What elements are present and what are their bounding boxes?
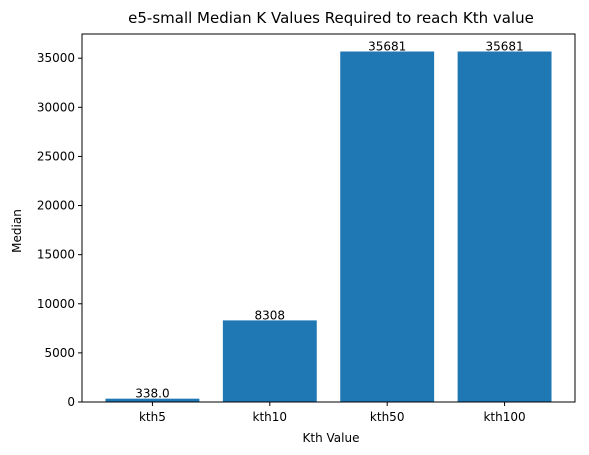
bar-kth10 [222,320,317,402]
data-label-kth100: 35681 [485,40,523,54]
y-tick-label-35000: 35000 [37,51,75,65]
y-axis-label: Median [10,209,24,253]
plot-frame [81,33,576,403]
data-label-kth10: 8308 [255,308,286,322]
x-tick-label-kth100: kth100 [483,410,525,424]
x-axis-ticks: kth5 kth10 kth50 kth100 [139,402,526,424]
bar-kth5 [105,398,200,402]
y-tick-label-30000: 30000 [37,100,75,114]
x-axis-label: Kth Value [303,431,360,445]
y-tick-label-10000: 10000 [37,297,75,311]
chart-title: e5-small Median K Values Required to rea… [128,9,534,27]
bar-kth50 [340,51,435,403]
y-axis-ticks: 0 5000 10000 15000 20000 25000 30000 35000 [37,51,82,409]
x-tick-label-kth10: kth10 [253,410,288,424]
data-labels-group: 338.0 8308 35681 35681 [135,40,523,401]
y-tick-label-25000: 25000 [37,149,75,163]
x-tick-label-kth50: kth50 [370,410,405,424]
bar-kth100 [457,51,552,403]
data-label-kth50: 35681 [368,40,406,54]
y-tick-label-15000: 15000 [37,248,75,262]
y-tick-label-20000: 20000 [37,199,75,213]
bars-group [105,51,552,403]
y-tick-label-5000: 5000 [44,346,75,360]
data-label-kth5: 338.0 [135,387,169,401]
y-tick-label-0: 0 [67,395,75,409]
x-tick-label-kth5: kth5 [139,410,166,424]
